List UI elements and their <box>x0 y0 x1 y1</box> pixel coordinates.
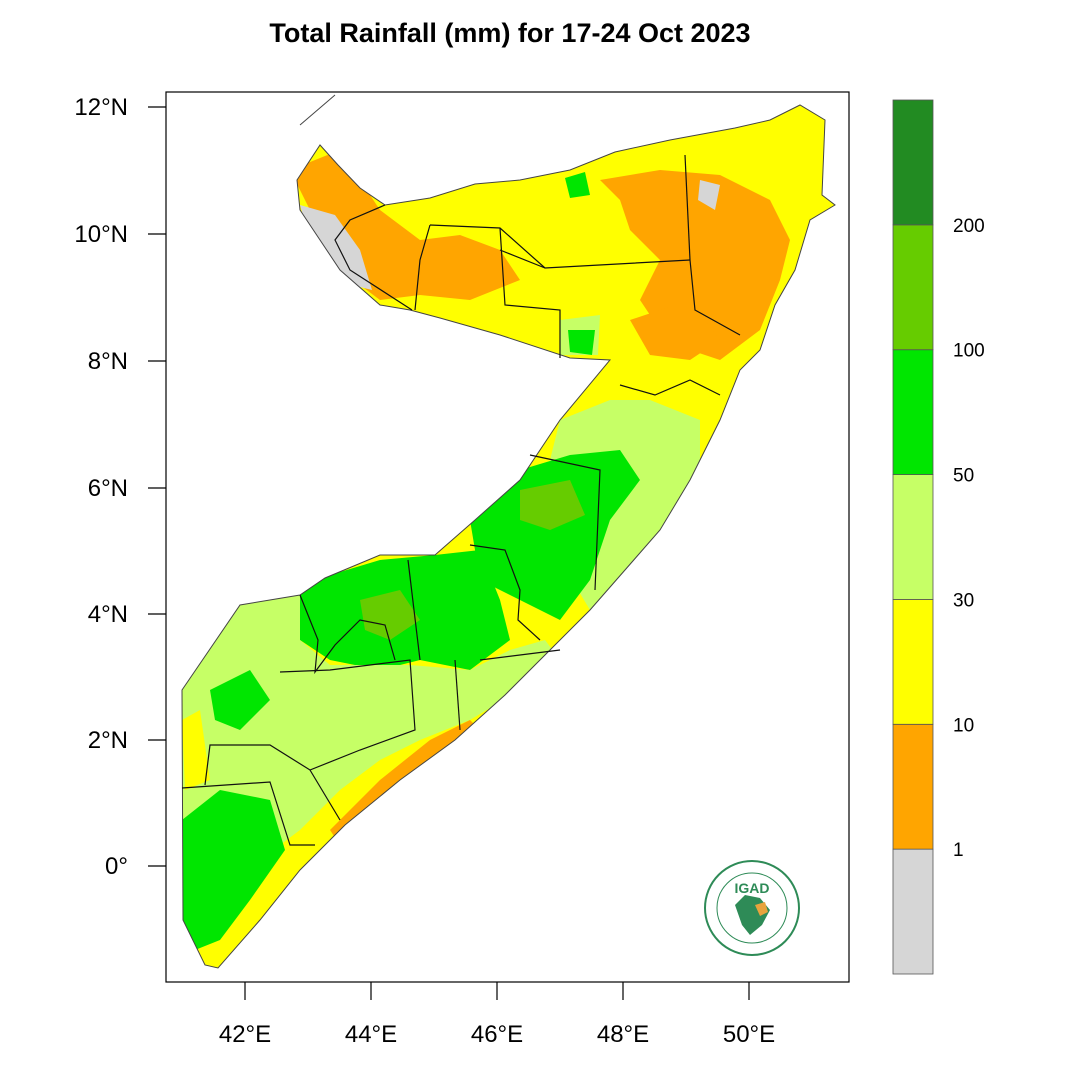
colorbar-label: 1 <box>953 840 964 861</box>
gray-patch <box>698 180 720 210</box>
y-tick-label: 12°N <box>74 94 128 121</box>
colorbar-label: 200 <box>953 216 985 237</box>
colorbar-bin <box>892 599 934 725</box>
x-tick-label: 46°E <box>471 1021 523 1048</box>
logo-inner-ring <box>716 872 788 944</box>
yellow-patch-south-west <box>182 710 210 790</box>
green-patch-north <box>565 172 590 198</box>
green-central <box>470 450 640 620</box>
colorbar-bin <box>892 224 934 351</box>
logo-name: IGAD <box>735 880 770 896</box>
y-tick-label: 0° <box>105 853 128 880</box>
colorbar-bin <box>892 474 934 600</box>
igad-logo: IGAD <box>704 860 800 956</box>
orange-zone-northeast <box>600 170 790 360</box>
x-tick-label: 48°E <box>597 1021 649 1048</box>
colorbar-bin <box>892 848 934 975</box>
green-patch-north-2 <box>568 330 595 355</box>
x-tick-label: 50°E <box>723 1021 775 1048</box>
colorbar-bin <box>892 723 934 850</box>
colorbar-label: 100 <box>953 341 985 362</box>
y-tick-label: 10°N <box>74 221 128 248</box>
gray-zone <box>300 205 372 290</box>
y-tick-label: 4°N <box>88 601 128 628</box>
colorbar-label: 50 <box>953 466 974 487</box>
colorbar-bin <box>892 99 934 226</box>
horn-region-icon <box>755 902 768 916</box>
x-tick-label: 44°E <box>345 1021 397 1048</box>
colorbar: 1 10 30 50 100 200 <box>892 99 985 975</box>
y-tick-label: 6°N <box>88 475 128 502</box>
y-tick-label: 8°N <box>88 348 128 375</box>
green-patch-south-west <box>210 670 270 730</box>
green-far-south <box>182 790 285 950</box>
coastline <box>181 94 836 969</box>
y-tick-label: 2°N <box>88 727 128 754</box>
colorbar-label: 10 <box>953 715 974 736</box>
colorbar-label: 30 <box>953 590 974 611</box>
orange-zone-central-north <box>630 300 720 360</box>
olive-patch-south <box>360 590 420 640</box>
olive-patch-central <box>520 480 585 530</box>
colorbar-bin <box>892 349 934 475</box>
map-title: Total Rainfall (mm) for 17-24 Oct 2023 <box>269 18 751 48</box>
x-tick-label: 42°E <box>219 1021 271 1048</box>
admin-boundaries <box>181 154 741 846</box>
axis-ticks <box>148 106 750 1000</box>
